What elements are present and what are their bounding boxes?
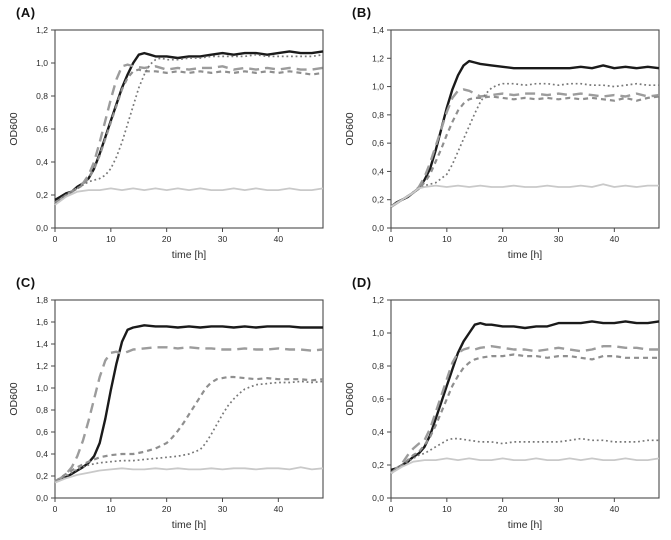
panel-b: (B) 0 10 20 30 40 0,0 0,2 0,4 0,6 0,8 1,0 1,2 1,4 OD6… [336,0,671,268]
x-tick-label: 10 [442,504,452,514]
series-short-dash-gray [390,95,660,208]
series-dotted-gray [390,82,659,208]
y-tick-label: 0,6 [36,427,48,437]
y-tick-label: 0,8 [36,405,48,415]
y-tick-label: 0,0 [372,493,384,503]
chart-c: 0 10 20 30 40 0,0 0,2 0,4 0,6 0,8 1,0 1,2 1,4 1,6 1,8 O… [8,295,324,531]
y-tick-label: 0,0 [36,223,48,233]
y-tick-label: 0,8 [372,361,384,371]
y-axis-label: OD600 [8,382,20,415]
y-tick-label: 1,0 [372,328,384,338]
x-tick-label: 10 [106,234,116,244]
series-long-dash-gray [390,344,659,475]
y-tick-label: 0,6 [372,138,384,148]
series-short-dash-gray [54,68,324,205]
x-tick-label: 40 [274,504,284,514]
y-tick-label: 1,2 [36,361,48,371]
y-tick-label: 0,0 [372,223,384,233]
y-tick-label: 0,6 [372,394,384,404]
plot-frame [390,299,660,499]
y-tick-label: 0,6 [36,124,48,134]
series-solid-black [54,50,324,201]
panel-b-label: (B) [352,5,372,20]
panel-a-label: (A) [16,5,36,20]
series-long-dash-gray [54,63,324,205]
y-tick-label: 1,0 [36,383,48,393]
y-axis-label: OD600 [344,112,356,145]
y-tick-label: 0,8 [36,91,48,101]
y-tick-label: 1,2 [372,53,384,63]
series-light-gray [54,187,324,206]
x-tick-label: 0 [53,234,58,244]
x-tick-label: 30 [218,504,228,514]
y-tick-label: 0,2 [36,471,48,481]
x-tick-label: 10 [442,234,452,244]
series-long-dash-gray [390,88,660,208]
series-light-gray [54,466,324,484]
y-tick-label: 0,4 [36,449,48,459]
series-solid-black [390,59,660,208]
x-tick-label: 20 [498,504,508,514]
y-tick-label: 1,4 [372,25,384,35]
series-solid-black [390,320,660,472]
x-axis-label: time [h] [508,249,543,261]
series-short-dash-gray [54,375,324,483]
x-tick-label: 20 [162,234,172,244]
y-tick-label: 0,2 [372,460,384,470]
series-long-dash-gray [54,346,324,483]
x-tick-label: 20 [162,504,172,514]
x-tick-label: 40 [610,504,620,514]
plot-frame [54,29,324,229]
y-tick-label: 0,2 [372,195,384,205]
x-tick-label: 30 [554,504,564,514]
x-tick-label: 30 [554,234,564,244]
x-tick-label: 0 [53,504,58,514]
y-tick-label: 0,4 [372,427,384,437]
y-tick-label: 1,0 [372,82,384,92]
panel-c-label: (C) [16,275,36,290]
series-dotted-gray [54,53,324,204]
panel-d-label: (D) [352,275,372,290]
series-solid-black [54,324,323,483]
x-tick-label: 40 [274,234,284,244]
y-axis-label: OD600 [344,382,356,415]
y-tick-label: 1,6 [36,317,48,327]
y-tick-label: 1,0 [36,58,48,68]
y-tick-label: 1,4 [36,339,48,349]
y-tick-label: 0,2 [36,190,48,200]
y-tick-label: 1,2 [36,25,48,35]
x-tick-label: 0 [389,234,394,244]
chart-b: 0 10 20 30 40 0,0 0,2 0,4 0,6 0,8 1,0 1,2 1,4 OD600 ti… [344,25,660,261]
y-axis-label: OD600 [8,112,20,145]
panel-d: (D) 0 10 20 30 40 0,0 0,2 0,4 0,6 0,8 1,0 1,2 OD600 t… [336,270,671,538]
x-axis-label: time [h] [172,519,207,531]
plot-frame [54,299,324,499]
plot-frame [390,29,660,229]
y-tick-label: 0,8 [372,110,384,120]
x-tick-label: 20 [498,234,508,244]
chart-a: 0 10 20 30 40 0,0 0,2 0,4 0,6 0,8 1,0 1,2 OD600 time … [8,25,324,261]
series-short-dash-gray [390,353,659,475]
chart-d: 0 10 20 30 40 0,0 0,2 0,4 0,6 0,8 1,0 1,2 OD600 time … [344,295,660,531]
y-tick-label: 1,2 [372,295,384,305]
x-tick-label: 0 [389,504,394,514]
x-axis-label: time [h] [508,519,543,531]
panel-c: (C) 0 10 20 30 40 0,0 0,2 0,4 0,6 0,8 1,0 1,2 1,4 1,6… [0,270,335,538]
series-light-gray [390,183,659,208]
y-tick-label: 0,4 [372,166,384,176]
x-axis-label: time [h] [172,249,207,261]
y-tick-label: 0,4 [36,157,48,167]
x-tick-label: 30 [218,234,228,244]
x-tick-label: 40 [610,234,620,244]
series-dotted-gray [390,437,659,474]
y-tick-label: 0,0 [36,493,48,503]
x-tick-label: 10 [106,504,116,514]
panel-a: (A) 0 10 20 30 40 0,0 0,2 0,4 0,6 0,8 1,0 1,2 OD600 t… [0,0,335,268]
y-tick-label: 1,8 [36,295,48,305]
series-light-gray [390,457,660,475]
